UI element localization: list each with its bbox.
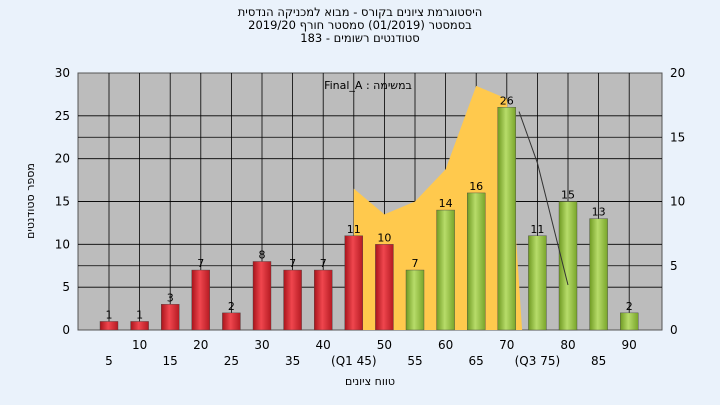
bar-value-label: 7 xyxy=(412,257,419,270)
y-tick-label: 5 xyxy=(62,280,70,294)
x-tick-label-lower: 55 xyxy=(407,354,422,368)
y2-tick-label: 15 xyxy=(670,130,685,144)
y-tick-label: 10 xyxy=(55,237,70,251)
bar-value-label: 14 xyxy=(439,197,453,210)
bar-value-label: 1 xyxy=(106,308,113,321)
bar-value-label: 7 xyxy=(320,257,327,270)
x-tick-label-upper: 60 xyxy=(438,338,453,352)
y-tick-label: 20 xyxy=(55,152,70,166)
y2-tick-label: 0 xyxy=(670,323,678,337)
y-axis: 0 5 10 15 20 25 30 xyxy=(55,66,70,337)
y-tick-label: 15 xyxy=(55,195,70,209)
x-axis: 5 15 25 35 (Q1 45) 55 65 (Q3 75) 85 10 20 30 40 50 60 7… xyxy=(105,338,637,368)
chart-title-line-3: סטודנטים רשומים - 183 xyxy=(300,31,420,45)
bar xyxy=(589,218,608,331)
bar-value-label: 11 xyxy=(530,223,544,236)
line-path xyxy=(518,111,569,286)
chart-annotation: במשימה : Final_A xyxy=(324,79,412,92)
x-tick-label-upper: 90 xyxy=(622,338,637,352)
bar xyxy=(160,304,180,331)
x-tick-label-upper: 70 xyxy=(499,338,514,352)
bar xyxy=(436,209,455,331)
chart-title-line-1: היסטוגרמת ציונים בקורס - מבוא למכניקה הנ… xyxy=(237,5,483,19)
y-tick-label: 30 xyxy=(55,66,70,80)
bar-value-label: 16 xyxy=(469,180,483,193)
bar xyxy=(375,244,394,331)
x-tick-label-upper: 80 xyxy=(560,338,575,352)
x-tick-label-lower: 25 xyxy=(224,354,239,368)
bar xyxy=(467,192,486,331)
y-axis-title: מספר סטודנטים xyxy=(24,163,37,239)
y2-tick-label: 10 xyxy=(670,195,685,209)
bar xyxy=(99,321,119,331)
bar-value-label: 1 xyxy=(136,308,143,321)
bar xyxy=(528,235,547,331)
bar-value-label: 7 xyxy=(289,257,296,270)
bar xyxy=(283,269,302,331)
x-tick-label-upper: 20 xyxy=(193,338,208,352)
bar xyxy=(130,321,149,331)
x-tick-label-upper: 10 xyxy=(132,338,147,352)
bar-value-label: 15 xyxy=(561,189,575,202)
x-tick-label-upper: 40 xyxy=(316,338,331,352)
x-axis-title: טווח ציונים xyxy=(345,375,395,388)
bar-value-label: 2 xyxy=(626,300,633,313)
bar-value-label: 11 xyxy=(347,223,361,236)
bar-value-label: 3 xyxy=(167,291,174,304)
y2-tick-label: 20 xyxy=(670,66,685,80)
y-tick-label: 25 xyxy=(55,109,70,123)
bar xyxy=(558,201,578,331)
bar xyxy=(252,261,272,331)
x-tick-label-lower: 85 xyxy=(591,354,606,368)
bar-value-label: 8 xyxy=(259,248,266,261)
x-tick-label-lower: 65 xyxy=(469,354,484,368)
bar xyxy=(344,235,363,331)
bar-value-label: 26 xyxy=(500,94,514,107)
y2-tick-label: 5 xyxy=(670,259,678,273)
bar xyxy=(620,312,639,331)
bar xyxy=(497,107,516,331)
chart-title: היסטוגרמת ציונים בקורס - מבוא למכניקה הנ… xyxy=(0,6,720,45)
x-tick-label-lower: 35 xyxy=(285,354,300,368)
x-tick-label-lower: 15 xyxy=(163,354,178,368)
bar xyxy=(314,269,333,331)
y2-axis: 0 5 10 15 20 xyxy=(670,66,685,337)
bar-value-label: 13 xyxy=(592,206,606,219)
x-tick-label-lower: 5 xyxy=(105,354,113,368)
bar xyxy=(191,269,211,331)
chart-title-line-2: בסמסטר (01/2019) סמסטר חורף 2019/20 xyxy=(248,18,472,32)
y-tick-label: 0 xyxy=(62,323,70,337)
x-tick-label-lower: (Q1 45) xyxy=(331,354,377,368)
bar-value-label: 2 xyxy=(228,300,235,313)
bar-value-label: 10 xyxy=(377,231,391,244)
bar-value-label: 7 xyxy=(197,257,204,270)
bar xyxy=(222,312,241,331)
bars xyxy=(99,107,639,331)
x-tick-label-lower: (Q3 75) xyxy=(515,354,561,368)
bar xyxy=(405,269,425,331)
x-tick-label-upper: 30 xyxy=(254,338,269,352)
line-series xyxy=(518,111,569,286)
x-tick-label-upper: 50 xyxy=(377,338,392,352)
